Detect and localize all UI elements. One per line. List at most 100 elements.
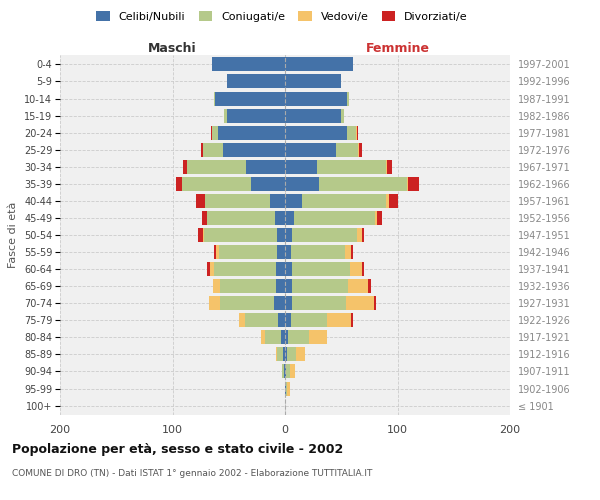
Legend: Celibi/Nubili, Coniugati/e, Vedovi/e, Divorziati/e: Celibi/Nubili, Coniugati/e, Vedovi/e, Di… (93, 8, 471, 25)
Bar (182, 177, 251, 191)
Bar (276, 262, 285, 276)
Bar (227, 108, 285, 122)
Bar (202, 211, 208, 225)
Bar (285, 382, 286, 396)
Bar (407, 177, 419, 191)
Bar (220, 296, 274, 310)
Bar (346, 296, 374, 310)
Bar (335, 142, 358, 156)
Bar (286, 382, 287, 396)
Bar (359, 142, 361, 156)
Bar (218, 245, 277, 259)
Bar (286, 364, 290, 378)
Bar (204, 228, 277, 242)
Bar (347, 126, 356, 140)
Bar (278, 314, 285, 328)
Bar (296, 348, 305, 362)
Bar (285, 279, 292, 293)
Bar (341, 108, 343, 122)
Bar (317, 160, 386, 173)
Bar (285, 194, 302, 208)
Bar (274, 296, 285, 310)
Bar (214, 92, 215, 106)
Bar (176, 177, 182, 191)
Bar (285, 296, 292, 310)
Bar (285, 348, 287, 362)
Bar (262, 330, 265, 344)
Bar (277, 228, 285, 242)
Bar (276, 348, 277, 362)
Bar (217, 245, 218, 259)
Bar (285, 58, 353, 71)
Bar (386, 194, 389, 208)
Bar (352, 245, 353, 259)
Bar (214, 245, 217, 259)
Bar (308, 330, 326, 344)
Bar (281, 330, 285, 344)
Bar (289, 330, 308, 344)
Bar (352, 314, 353, 328)
Bar (290, 364, 295, 378)
Bar (277, 245, 285, 259)
Bar (245, 314, 278, 328)
Bar (358, 142, 359, 156)
Bar (283, 348, 285, 362)
Bar (223, 142, 285, 156)
Bar (271, 194, 285, 208)
Bar (319, 177, 407, 191)
Bar (285, 330, 289, 344)
Text: Popolazione per età, sesso e stato civile - 2002: Popolazione per età, sesso e stato civil… (12, 442, 343, 456)
Bar (375, 211, 377, 225)
Bar (245, 160, 285, 173)
Bar (350, 262, 361, 276)
Bar (276, 279, 285, 293)
Bar (227, 74, 285, 88)
Bar (368, 279, 371, 293)
Bar (196, 194, 205, 208)
Bar (199, 228, 203, 242)
Bar (285, 364, 286, 378)
Bar (292, 296, 346, 310)
Bar (251, 177, 285, 191)
Bar (285, 126, 347, 140)
Bar (287, 348, 296, 362)
Bar (285, 228, 292, 242)
Bar (281, 364, 284, 378)
Bar (208, 211, 275, 225)
Bar (218, 126, 285, 140)
Bar (292, 228, 357, 242)
Bar (377, 211, 382, 225)
Bar (374, 296, 376, 310)
Bar (214, 262, 276, 276)
Text: Femmine: Femmine (365, 42, 430, 55)
Bar (348, 279, 368, 293)
Bar (187, 160, 245, 173)
Bar (285, 211, 294, 225)
Bar (212, 58, 285, 71)
Bar (386, 160, 388, 173)
Bar (212, 126, 218, 140)
Y-axis label: Fasce di età: Fasce di età (8, 202, 19, 268)
Bar (285, 108, 341, 122)
Bar (205, 194, 271, 208)
Bar (389, 194, 398, 208)
Bar (285, 74, 341, 88)
Bar (275, 211, 285, 225)
Bar (294, 211, 375, 225)
Bar (285, 160, 317, 173)
Bar (277, 348, 283, 362)
Bar (292, 279, 348, 293)
Bar (208, 262, 209, 276)
Bar (285, 314, 290, 328)
Bar (285, 92, 347, 106)
Bar (209, 296, 220, 310)
Bar (344, 245, 352, 259)
Bar (265, 330, 281, 344)
Bar (361, 228, 364, 242)
Bar (285, 177, 319, 191)
Bar (287, 382, 290, 396)
Bar (357, 228, 361, 242)
Bar (357, 126, 358, 140)
Bar (292, 262, 350, 276)
Bar (284, 364, 285, 378)
